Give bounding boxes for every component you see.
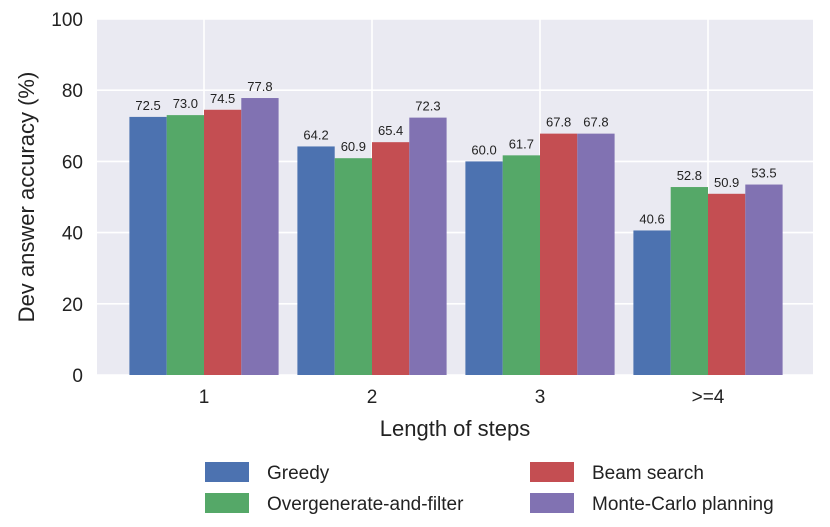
y-tick-label: 0 [72, 366, 83, 387]
bar [409, 117, 447, 375]
data-label: 77.8 [247, 79, 272, 94]
data-label: 72.5 [135, 98, 160, 113]
y-tick-label: 100 [51, 10, 83, 31]
data-label: 61.7 [509, 136, 534, 151]
bar [708, 193, 746, 375]
bar [334, 158, 372, 375]
legend-label: Overgenerate-and-filter [267, 494, 464, 515]
legend-label: Beam search [592, 463, 704, 484]
bar [204, 109, 242, 375]
y-tick-label: 80 [62, 81, 83, 102]
legend-swatch [205, 493, 249, 513]
y-axis-title: Dev answer accuracy (%) [14, 72, 39, 323]
legend-item: Greedy [205, 462, 330, 484]
x-tick-label: >=4 [692, 387, 725, 408]
data-label: 67.8 [546, 115, 571, 130]
data-label: 60.9 [341, 139, 366, 154]
x-tick-label: 2 [367, 387, 378, 408]
data-label: 72.3 [415, 99, 440, 114]
legend-swatch [205, 462, 249, 482]
bar [633, 230, 671, 375]
data-label: 53.5 [751, 166, 776, 181]
y-tick-label: 60 [62, 152, 83, 173]
bar [372, 142, 410, 375]
data-label: 40.6 [639, 211, 664, 226]
bar [745, 184, 783, 375]
legend-swatch [530, 493, 574, 513]
bar [465, 161, 503, 375]
legend-item: Monte-Carlo planning [530, 493, 774, 515]
data-label: 52.8 [677, 168, 702, 183]
data-label: 65.4 [378, 123, 403, 138]
legend-swatch [530, 462, 574, 482]
bar [241, 98, 279, 376]
data-label: 67.8 [583, 115, 608, 130]
legend: Greedy Overgenerate-and-filter Beam search… [205, 462, 774, 515]
y-tick-label: 20 [62, 295, 83, 316]
bar [129, 116, 167, 376]
bar [577, 133, 615, 375]
legend-label: Greedy [267, 463, 330, 484]
data-label: 73.0 [173, 96, 198, 111]
bar [166, 115, 204, 376]
y-axis-ticks: 0 20 40 60 80 100 [51, 10, 83, 387]
x-tick-label: 3 [535, 387, 546, 408]
data-label: 64.2 [303, 127, 328, 142]
bar [540, 133, 578, 375]
data-label: 60.0 [471, 142, 496, 157]
legend-item: Beam search [530, 462, 704, 484]
y-tick-label: 40 [62, 224, 83, 245]
bar [670, 187, 708, 375]
legend-item: Overgenerate-and-filter [205, 493, 464, 515]
data-label: 74.5 [210, 91, 235, 106]
x-axis-title: Length of steps [380, 416, 530, 441]
data-label: 50.9 [714, 175, 739, 190]
x-axis-ticks: 1 2 3 >=4 [199, 387, 725, 408]
bar [297, 146, 335, 375]
data-labels: 72.5 64.2 60.0 40.6 73.0 60.9 61.7 52.8 74.5 65.4… [135, 79, 776, 226]
x-tick-label: 1 [199, 387, 210, 408]
bar [502, 155, 540, 375]
legend-label: Monte-Carlo planning [592, 494, 774, 515]
bars [129, 98, 783, 376]
